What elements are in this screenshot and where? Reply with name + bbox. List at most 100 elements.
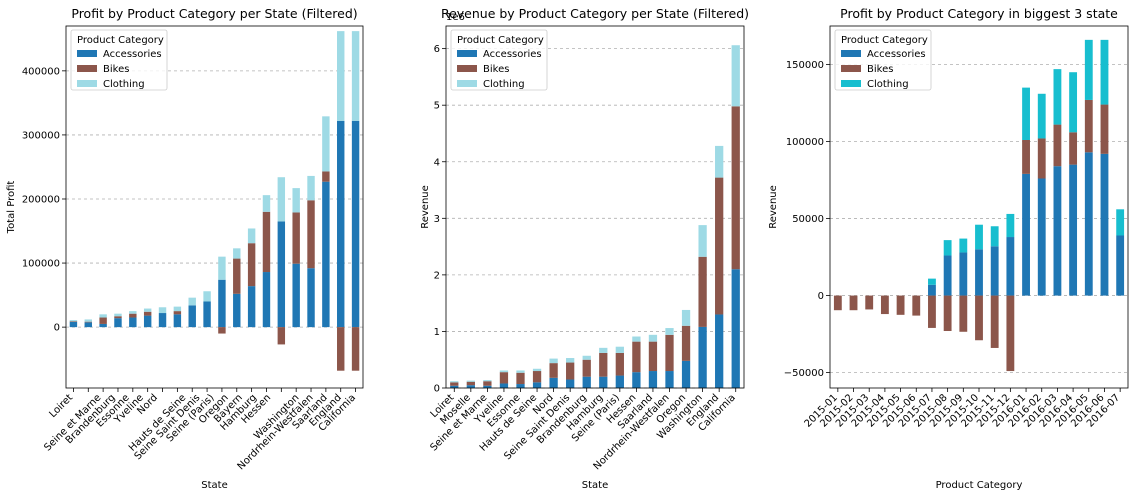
bar-accessories [292, 263, 300, 328]
bar-clothing [599, 347, 608, 353]
bar-accessories [566, 379, 575, 388]
plot-frame [829, 25, 1129, 389]
bar-accessories [307, 268, 315, 328]
bar-bikes [632, 341, 641, 373]
bar-bikes [143, 311, 152, 316]
y-tick-label: −50000 [784, 368, 824, 379]
bar-bikes [865, 295, 874, 310]
bar-accessories [129, 317, 137, 328]
bar-accessories [648, 371, 658, 388]
bar-clothing [1100, 39, 1109, 105]
bar-clothing [69, 320, 78, 322]
bar-clothing [698, 225, 707, 257]
y-axis-label: Total Profit [6, 181, 17, 235]
bar-clothing [233, 248, 241, 259]
bar-clothing [1037, 93, 1046, 139]
chart-title: Profit by Product Category per State (Fi… [71, 6, 357, 21]
y-axis-label: Revenue [420, 185, 431, 229]
bar-bikes [698, 256, 707, 327]
bar-accessories [582, 376, 591, 388]
bar-bikes [582, 359, 591, 377]
bar-accessories [499, 383, 509, 388]
axis-offset-label: 1e6 [446, 12, 465, 23]
bar-clothing [1116, 209, 1125, 236]
bar-accessories [1116, 235, 1125, 296]
bar-accessories [247, 286, 256, 328]
bar-clothing [681, 309, 691, 326]
bar-bikes [1084, 99, 1093, 153]
bar-clothing [943, 240, 952, 256]
bar-bikes [990, 295, 999, 348]
bar-bikes [262, 211, 271, 273]
bar-accessories [351, 120, 360, 328]
bar-accessories [203, 301, 211, 328]
bar-accessories [599, 376, 608, 388]
bar-clothing [203, 291, 211, 302]
plot-frame [445, 25, 745, 389]
bar-clothing [532, 368, 542, 372]
bar-bikes [129, 313, 137, 318]
bar-accessories [143, 315, 152, 328]
bar-accessories [715, 314, 724, 388]
bar-clothing [632, 336, 641, 342]
bar-accessories [218, 279, 226, 328]
bar-accessories [450, 385, 459, 388]
bar-bikes [218, 327, 226, 334]
bar-bikes [833, 295, 842, 311]
bar-bikes [912, 295, 921, 316]
y-tick-label: 50000 [792, 214, 824, 225]
legend-label-accessories: Accessories [867, 49, 926, 60]
legend-swatch-accessories [841, 50, 861, 57]
legend-label-accessories: Accessories [103, 49, 162, 60]
bar-bikes [532, 371, 542, 383]
bar-clothing [715, 145, 724, 178]
x-axis-label: State [201, 480, 227, 491]
bar-bikes [1053, 124, 1062, 167]
bar-accessories [158, 313, 167, 328]
legend-title: Product Category [77, 35, 164, 46]
chart-title: Profit by Product Category in biggest 3 … [840, 6, 1118, 21]
y-axis-label: Revenue [768, 185, 779, 229]
bar-accessories [632, 372, 641, 388]
bar-accessories [1022, 173, 1030, 296]
bar-bikes [351, 327, 360, 371]
y-tick-label: 5 [434, 101, 440, 112]
y-tick-label: 150000 [786, 60, 824, 71]
bar-accessories [681, 360, 691, 388]
bar-bikes [450, 382, 459, 386]
y-tick-label: 4 [434, 157, 440, 168]
bar-clothing [665, 328, 674, 335]
bar-accessories [69, 322, 78, 328]
bar-bikes [337, 327, 345, 371]
bar-clothing [158, 307, 167, 314]
legend-label-bikes: Bikes [867, 64, 893, 75]
bar-bikes [277, 327, 286, 345]
bar-accessories [943, 255, 952, 296]
bar-bikes [715, 177, 724, 315]
bar-accessories [262, 272, 271, 328]
bar-bikes [648, 341, 658, 372]
bar-accessories [975, 249, 983, 296]
bar-clothing [549, 358, 558, 364]
bar-clothing [337, 31, 345, 121]
bar-clothing [129, 311, 137, 314]
legend-label-clothing: Clothing [483, 79, 525, 90]
y-tick-label: 3 [434, 214, 440, 225]
bar-bikes [499, 372, 509, 384]
bar-clothing [173, 306, 182, 312]
y-tick-label: 300000 [22, 130, 60, 141]
legend-swatch-accessories [77, 50, 97, 57]
bar-clothing [450, 381, 459, 383]
bar-accessories [173, 314, 182, 328]
bar-accessories [1053, 166, 1062, 296]
bar-bikes [959, 295, 968, 332]
bar-bikes [247, 243, 256, 287]
legend-swatch-accessories [457, 50, 477, 57]
bar-bikes [466, 381, 475, 386]
bar-clothing [247, 228, 256, 244]
bar-bikes [1006, 295, 1015, 372]
legend-label-clothing: Clothing [867, 79, 909, 90]
bar-bikes [1100, 104, 1109, 154]
